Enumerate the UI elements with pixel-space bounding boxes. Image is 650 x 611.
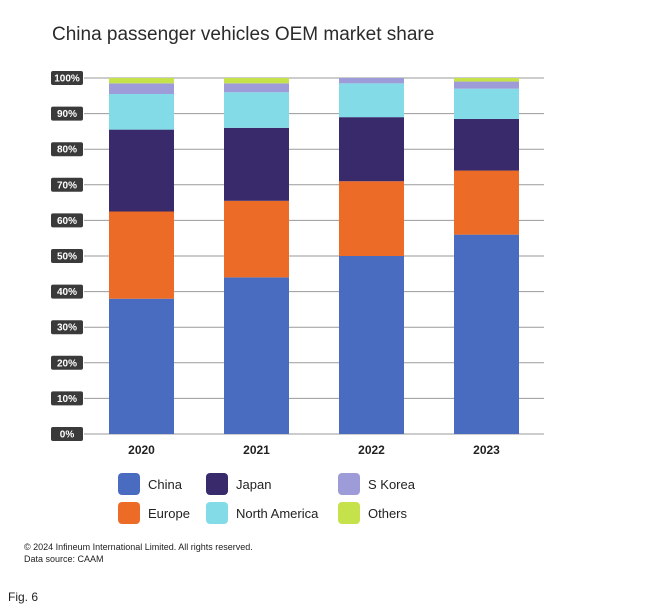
bar-layer	[109, 78, 519, 434]
bar-segment-japan-2020	[109, 129, 174, 212]
y-tick-label: 80%	[57, 145, 77, 156]
y-tick-badge	[51, 71, 83, 85]
x-tick-label: 2023	[473, 443, 500, 457]
y-tick-badge	[51, 249, 83, 263]
bar-segment-china-2023	[454, 234, 519, 434]
y-tick-badge	[51, 320, 83, 335]
legend-item-others: Others	[338, 502, 407, 524]
legend-swatch	[206, 473, 228, 495]
bar-segment-s-korea-2022	[339, 78, 404, 84]
bar-segment-china-2021	[224, 277, 289, 434]
bar-segment-north-america-2023	[454, 88, 519, 119]
bar-segment-europe-2021	[224, 200, 289, 278]
legend-label: Japan	[236, 476, 272, 492]
x-axis-ticks: 2020 2021 2022 2023	[128, 443, 500, 457]
chart-title: China passenger vehicles OEM market shar…	[52, 24, 435, 45]
x-tick-label: 2022	[358, 443, 385, 457]
bar-segment-europe-2022	[339, 181, 404, 256]
y-tick-badge	[51, 142, 83, 157]
legend-swatch	[118, 502, 140, 524]
legend-item-north-america: North America	[206, 502, 318, 524]
y-tick-label: 50%	[57, 252, 77, 263]
y-tick-label: 90%	[57, 109, 77, 120]
y-tick-badge	[51, 427, 83, 441]
y-tick-badge	[51, 284, 83, 299]
legend-item-japan: Japan	[206, 473, 271, 495]
x-tick-label: 2020	[128, 443, 155, 457]
y-tick-label: 70%	[57, 180, 77, 191]
bar-segment-china-2022	[339, 256, 404, 434]
footer: © 2024 Infineum International Limited. A…	[24, 541, 253, 565]
legend-item-china: China	[118, 473, 182, 495]
legend-item-europe: Europe	[118, 502, 190, 524]
y-tick-label: 100%	[54, 74, 80, 85]
y-tick-badge	[51, 355, 83, 370]
y-tick-label: 10%	[57, 394, 77, 405]
bar-segment-others-2021	[224, 78, 289, 84]
legend-swatch	[118, 473, 140, 495]
bar-segment-china-2020	[109, 298, 174, 434]
y-tick-label: 30%	[57, 323, 77, 334]
data-source-text: Data source: CAAM	[24, 554, 104, 564]
bar-segment-japan-2023	[454, 118, 519, 171]
bar-segment-north-america-2021	[224, 92, 289, 128]
y-tick-badge	[51, 391, 83, 406]
bar-segment-s-korea-2020	[109, 83, 174, 95]
y-tick-badge	[51, 106, 83, 121]
y-tick-label: 20%	[57, 358, 77, 369]
bar-segment-north-america-2022	[339, 83, 404, 118]
bar-segment-japan-2022	[339, 117, 404, 182]
y-tick-label: 40%	[57, 287, 77, 298]
legend-swatch	[206, 502, 228, 524]
y-tick-badge	[51, 177, 83, 192]
bar-segment-japan-2021	[224, 127, 289, 201]
legend-swatch	[338, 473, 360, 495]
legend-label: Europe	[148, 505, 190, 521]
figure-label: Fig. 6	[8, 590, 39, 604]
bar-segment-others-2023	[454, 78, 519, 82]
y-axis-ticks: 0% 10% 20% 30% 40% 50% 60% 70% 80% 90% 100%	[51, 71, 83, 441]
legend-item-s-korea: S Korea	[338, 473, 415, 495]
bar-segment-europe-2020	[109, 211, 174, 299]
legend-label: Others	[368, 505, 408, 521]
legend-label: North America	[236, 505, 319, 521]
bar-segment-s-korea-2023	[454, 81, 519, 89]
legend-label: S Korea	[368, 476, 415, 492]
y-tick-label: 0%	[60, 430, 75, 441]
legend-label: China	[148, 476, 182, 492]
stacked-bar-chart: 0%10%20%30%40%50%60%70%80%90%100% 2020 20…	[51, 71, 544, 457]
legend: China Japan S Korea Europe North America Othe…	[118, 473, 448, 533]
y-tick-badge	[51, 213, 83, 228]
bar-segment-europe-2023	[454, 170, 519, 235]
copyright-text: © 2024 Infineum International Limited. A…	[24, 542, 253, 552]
bar-segment-north-america-2020	[109, 94, 174, 130]
bar-segment-s-korea-2021	[224, 83, 289, 93]
legend-swatch	[338, 502, 360, 524]
bar-segment-others-2020	[109, 78, 174, 84]
y-tick-label: 60%	[57, 216, 77, 227]
x-tick-label: 2021	[243, 443, 270, 457]
